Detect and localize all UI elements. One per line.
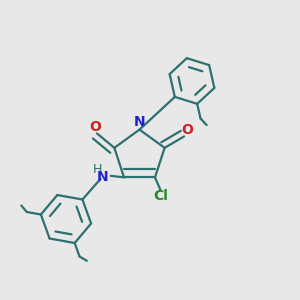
Text: H: H: [93, 164, 103, 176]
Text: O: O: [90, 120, 101, 134]
Text: N: N: [97, 170, 109, 184]
Text: O: O: [181, 123, 193, 137]
Text: N: N: [134, 115, 145, 129]
Text: Cl: Cl: [153, 189, 168, 203]
